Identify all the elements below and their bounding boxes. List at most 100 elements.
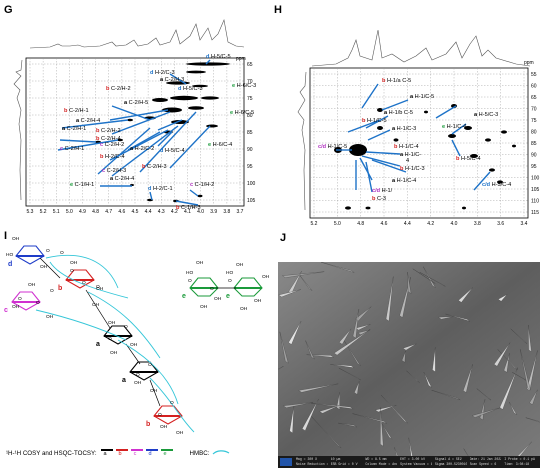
sem-info-field: WD = 8.5 mm [365, 457, 387, 461]
residue-letter: a [76, 118, 80, 124]
x-tick-label: 4.6 [381, 221, 388, 225]
residue-letter: a [160, 77, 164, 83]
correlation-text: H-1/b C-5 [387, 110, 413, 116]
peak-annotation: b C-3 [372, 196, 386, 202]
y-tick-label: 80 [531, 129, 537, 135]
functional-group-label: O [170, 400, 174, 406]
residue-letter: e [442, 124, 445, 130]
x-tick-label: 4.0 [451, 221, 458, 225]
residue-letter: c [60, 146, 63, 152]
sem-flake [431, 390, 461, 401]
peak-annotation: e H-6/C-5 [230, 110, 254, 116]
peak-annotation: a H-1/C- [400, 152, 421, 158]
functional-group-label: O [188, 278, 192, 284]
functional-group-label: O [96, 284, 100, 290]
peak-annotation: a H-1/C-4 [392, 178, 416, 184]
x-tick-label: 4.2 [427, 221, 434, 225]
x-tick-label: 4.4 [404, 221, 411, 225]
peak-annotation: b C-2/H-2 [96, 128, 121, 134]
sem-micrograph [278, 262, 540, 456]
sem-info-field: 10 µm [330, 457, 341, 461]
peak-annotation: b C-2/H-2 [106, 86, 131, 92]
residue-label: c [4, 307, 8, 314]
sugar-ring: a [122, 361, 159, 384]
correlation-text: H-1/C-4 [395, 178, 416, 184]
hsqc-tocsy-spectrum-g: ppm 5.3 5.2 5.1 5.0 4.9 4.8 4.7 4.6 4.5 4.4 4.3 4.2… [13, 18, 256, 215]
sem-info-field: Mag = 300 X [296, 457, 318, 461]
ppm-label-top-h: ppm [524, 60, 534, 66]
y-tick-label: 70 [531, 106, 537, 112]
x-ticks-g: 5.3 5.2 5.1 5.0 4.9 4.8 4.7 4.6 4.5 4.4 4.3 4.2 4.1 4… [27, 209, 244, 215]
sugar-residues: d c b a a b e e [4, 245, 263, 428]
correlation-text: H-1/a C-5 [385, 78, 411, 84]
x-tick-label: 3.4 [521, 221, 528, 225]
residue-letter: b [400, 166, 404, 172]
sem-flake [330, 364, 355, 368]
peak-annotation: c/d H-1/C-5 [318, 144, 347, 150]
sem-flake [298, 383, 339, 393]
x-tick-label: 4.7 [105, 209, 112, 215]
residue-letter: c [102, 168, 105, 174]
legend-swatch [100, 449, 113, 451]
sem-flake [407, 272, 412, 294]
peak-annotation: c C-2/H-3 [102, 168, 126, 174]
sem-flake [493, 342, 511, 367]
correlation-text: H-5/C-5 [209, 54, 230, 60]
sem-flake [278, 366, 284, 370]
sem-flake [355, 324, 371, 331]
functional-group-label: OH [40, 264, 48, 270]
peak-annotation: 4 [406, 158, 409, 164]
correlation-text: H-1/C-5 [365, 118, 386, 124]
x-tick-label: 5.3 [27, 209, 34, 215]
functional-group-label: OH [70, 260, 78, 266]
legend-entry-label: d [148, 451, 152, 457]
residue-label: a [122, 377, 126, 384]
correlation-text: C-2/H-2 [99, 128, 120, 134]
peak-annotation: d H-2/C-1 [148, 186, 173, 192]
sem-info-field: Scan Speed = 6 [469, 461, 497, 466]
sem-flake [311, 403, 354, 410]
sem-flake [279, 331, 289, 364]
x-tick-label: 3.8 [223, 209, 230, 215]
peak-annotation: a C-2/H-1 [62, 126, 86, 132]
sem-flake [305, 340, 315, 360]
sem-flake [529, 389, 538, 406]
residue-letter: a [474, 112, 478, 118]
peak-annotation: a C-2/H-4 [110, 176, 134, 182]
y-tick-label: 105 [531, 187, 540, 193]
functional-group-label: OH [214, 296, 222, 302]
y-ticks-h: 55 60 65 70 75 80 85 90 95 100 105 110 115 [531, 72, 540, 216]
residue-letter: b [382, 78, 386, 84]
x-tick-label: 3.6 [497, 221, 504, 225]
y-tick-label: 60 [531, 83, 537, 89]
functional-group-label: OH [12, 304, 20, 310]
grid-h [310, 68, 528, 218]
residue-letter: b [64, 108, 68, 114]
y-tick-label: 100 [531, 175, 540, 181]
sem-info-field: Date: 21 Jan 2022 [469, 457, 502, 461]
sem-flake [338, 367, 361, 381]
legend-entries: a b c d e [100, 449, 173, 457]
functional-group-label: OH [12, 236, 20, 242]
peak-annotation: d H-2/C-3 [150, 70, 175, 76]
y-tick-label: 90 [531, 152, 537, 158]
legend-entry: a [100, 449, 113, 457]
y-tick-label: 100 [247, 181, 256, 187]
functional-group-label: OH [110, 350, 118, 356]
cross-peaks-h [334, 104, 516, 210]
glycosidic-bond [85, 289, 111, 329]
residue-letter: a [110, 176, 114, 182]
sem-flake [509, 401, 518, 415]
correlation-text: H-1/C-4 [397, 144, 418, 150]
peak-annotation: d H-5/C-4 [160, 148, 185, 154]
y-tick-label: 65 [531, 95, 537, 101]
residue-letter: a [124, 100, 128, 106]
sem-flake [525, 417, 540, 423]
sem-flake [476, 388, 492, 401]
sem-flake [512, 372, 527, 381]
residue-letter: a [392, 178, 396, 184]
sem-flake [352, 309, 360, 339]
sem-flake [352, 413, 387, 424]
correlation-legend: ¹H-¹H COSY and HSQC-TOCSY: a b c d e HMBC: [6, 446, 276, 460]
residue-letter: c/d [372, 188, 381, 194]
